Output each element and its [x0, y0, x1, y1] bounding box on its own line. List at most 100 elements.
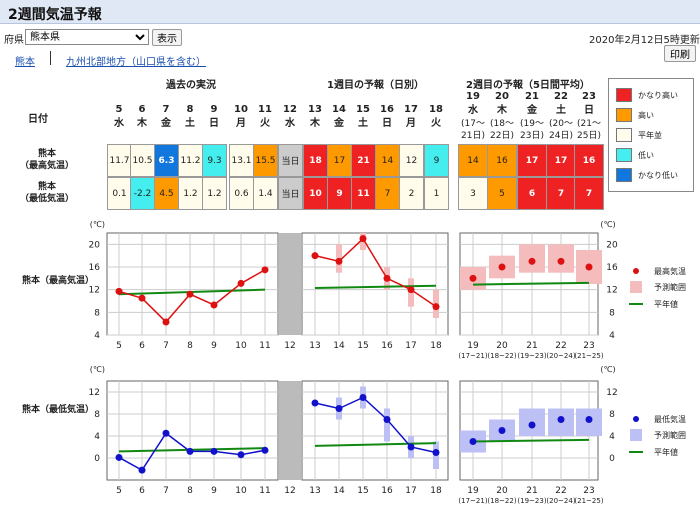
temp-cell: 当日 [278, 144, 303, 177]
tab-kumamoto[interactable]: 熊本 [15, 57, 35, 68]
legend-swatch [616, 148, 632, 162]
pref-select[interactable]: 熊本県 [25, 29, 149, 45]
date-weekday: 土 [185, 118, 195, 129]
week2-temp-cell: 7 [574, 177, 604, 210]
x-tick: 22 [555, 341, 566, 351]
temp-cell: 0.6 [229, 177, 254, 210]
data-point [359, 235, 367, 243]
x-tick: 14 [333, 486, 345, 496]
y-tick-right: 12 [606, 388, 617, 398]
x-tick: 9 [211, 341, 217, 351]
week2-temp-cell: 16 [574, 144, 604, 177]
legend-range-label: 予測範囲 [654, 430, 686, 440]
date-weekday: 土 [358, 118, 368, 129]
data-point [407, 443, 415, 451]
data-point [186, 290, 194, 298]
temp-cell: 9.3 [202, 144, 227, 177]
chart-panel [301, 232, 449, 336]
series-line [314, 237, 437, 308]
x-tick-today: 12 [284, 486, 295, 496]
temp-cell: 14 [375, 144, 400, 177]
y-tick-right: 20 [606, 240, 618, 250]
temp-cell: 6.3 [154, 144, 179, 177]
y-tick-left: 12 [89, 286, 100, 296]
week2-temp-cell: 16 [487, 144, 517, 177]
week2-range-start: (19～ [520, 119, 544, 129]
temp-cell: 11 [351, 177, 376, 210]
data-point [557, 416, 565, 423]
row-min-label: 熊本 （最低気温） [20, 182, 75, 204]
x-tick-sub: (17~21) [458, 497, 487, 505]
date-weekday: 水 [114, 118, 124, 129]
normal-line [314, 442, 437, 447]
y-tick-right: 12 [606, 286, 617, 296]
x-tick: 21 [526, 341, 537, 351]
x-tick: 11 [259, 341, 270, 351]
x-tick: 5 [116, 486, 122, 496]
y-tick-right: 16 [606, 263, 618, 273]
legend-point-icon [633, 416, 639, 422]
date-day: 9 [210, 104, 218, 115]
page-title: 2週間気温予報 [8, 7, 102, 23]
chart2-label: 熊本（最低気温） [22, 405, 95, 415]
x-tick: 11 [259, 486, 270, 496]
tab-divider [50, 51, 51, 65]
row-max-label: 熊本 （最高気温） [20, 149, 75, 171]
week2-temp-cell: 17 [546, 144, 576, 177]
x-tick: 20 [496, 486, 508, 496]
data-point [186, 447, 194, 455]
date-weekday: 月 [236, 118, 246, 129]
legend-label: 平年並 [638, 131, 662, 140]
show-button[interactable]: 表示 [152, 29, 182, 46]
week2-range-start: (20～ [549, 119, 573, 129]
y-tick-left: 8 [94, 308, 100, 318]
week2-range-end: 24日) [549, 131, 573, 141]
data-point [138, 294, 146, 302]
x-tick: 6 [139, 486, 145, 496]
x-tick: 10 [235, 341, 247, 351]
x-tick: 18 [430, 341, 442, 351]
data-point [585, 263, 593, 271]
week2-weekday: 木 [497, 105, 507, 116]
data-point [528, 257, 536, 265]
data-point [311, 399, 319, 407]
week2-weekday: 水 [468, 105, 478, 116]
data-point [469, 274, 477, 282]
print-button[interactable]: 印刷 [664, 45, 696, 62]
x-tick: 14 [333, 341, 345, 351]
date-day: 5 [115, 104, 123, 115]
temp-cell: 12 [399, 144, 424, 177]
temp-cell: 18 [303, 144, 328, 177]
temp-cell: 17 [327, 144, 352, 177]
temp-cell: 1.2 [178, 177, 203, 210]
week2-temp-cell: 14 [458, 144, 488, 177]
date-day: 18 [429, 104, 443, 115]
legend-point-icon [633, 268, 639, 274]
data-point [335, 405, 343, 412]
week2-temp-cell: 5 [487, 177, 517, 210]
tab-region[interactable]: 九州北部地方（山口県を含む） [66, 57, 206, 68]
unit-left: (℃) [90, 220, 105, 229]
date-weekday: 木 [137, 118, 147, 129]
title-bar [0, 0, 700, 24]
week2-range-end: 22日) [490, 131, 514, 141]
data-point [237, 451, 245, 459]
legend-label: かなり低い [638, 171, 678, 180]
data-point [557, 257, 565, 265]
y-tick-left: 4 [94, 331, 100, 341]
week2-day: 19 [466, 91, 480, 102]
y-tick-right: 0 [609, 454, 615, 464]
data-point [498, 263, 506, 271]
date-weekday: 月 [406, 118, 416, 129]
week2-temp-cell: 17 [517, 144, 547, 177]
chart-panel [106, 232, 279, 336]
x-tick-sub: (17~21) [458, 352, 487, 360]
x-tick-sub: (21~25) [574, 497, 603, 505]
week2-day: 21 [525, 91, 539, 102]
temp-cell: 10 [303, 177, 328, 210]
temp-cell: 9 [424, 144, 449, 177]
data-point [237, 279, 245, 287]
date-weekday: 金 [161, 118, 171, 129]
week2-weekday: 日 [584, 105, 594, 116]
